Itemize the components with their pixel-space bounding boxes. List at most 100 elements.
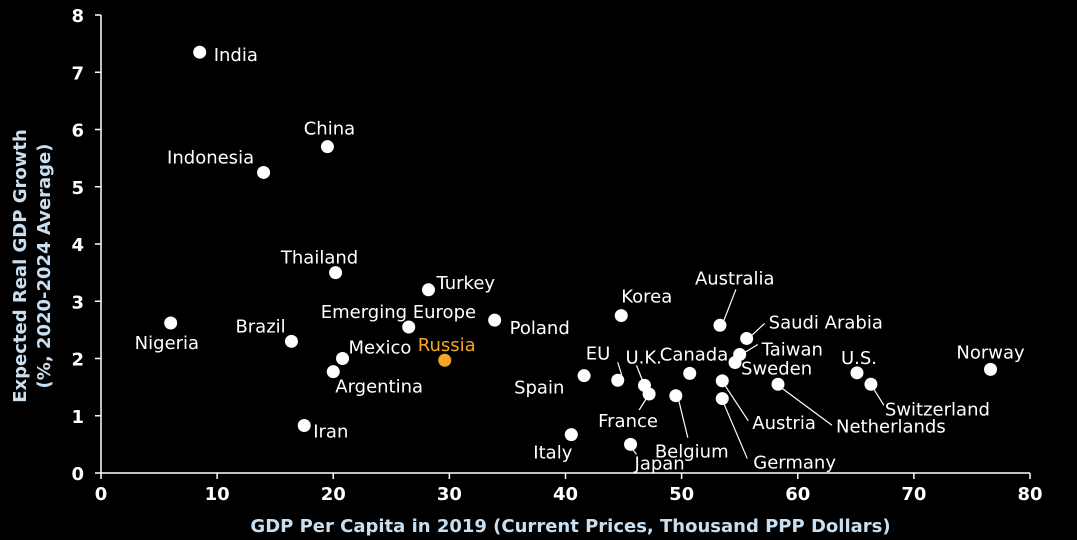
point-thailand — [329, 266, 343, 280]
point-brazil — [284, 334, 298, 348]
point-turkey — [421, 283, 435, 297]
y-axis-title: Expected Real GDP Growth (%, 2020-2024 Av… — [10, 129, 55, 403]
x-tick-label: 50 — [669, 484, 694, 505]
x-tick-label: 40 — [553, 484, 578, 505]
point-australia — [713, 318, 727, 332]
x-tick-label: 70 — [901, 484, 926, 505]
y-tick-label: 6 — [71, 121, 84, 142]
label-u-k: U.K. — [625, 347, 661, 368]
point-russia — [438, 353, 452, 367]
point-india — [193, 45, 207, 59]
leader-line-taiwan — [744, 343, 759, 354]
leader-line-eu — [617, 362, 623, 376]
axes: 0 10 20 30 40 50 60 70 80 0 1 2 3 4 5 6 7 8 — [71, 6, 1042, 505]
label-nigeria: Nigeria — [135, 333, 199, 354]
leader-line-u-k — [635, 365, 644, 381]
label-saudi-arabia: Saudi Arabia — [769, 312, 883, 333]
point-nigeria — [164, 316, 178, 330]
point-france — [642, 387, 656, 401]
point-china — [320, 140, 334, 154]
label-turkey: Turkey — [435, 273, 495, 294]
x-tick-label: 10 — [205, 484, 230, 505]
y-tick-label: 7 — [71, 63, 84, 84]
point-norway — [984, 362, 998, 376]
point-spain — [577, 369, 591, 383]
point-italy — [564, 428, 578, 442]
x-tick-label: 60 — [785, 484, 810, 505]
point-germany — [715, 392, 729, 406]
label-italy: Italy — [533, 443, 572, 464]
y-tick-label: 2 — [71, 350, 84, 371]
y-tick-label: 5 — [71, 178, 84, 199]
x-tick-label: 0 — [95, 484, 108, 505]
point-labels: India China Indonesia Thailand Turkey Emergin… — [135, 45, 1025, 474]
y-axis-title-line: Expected Real GDP Growth — [10, 129, 31, 403]
y-axis-title-line: (%, 2020-2024 Average) — [34, 144, 55, 389]
label-australia: Australia — [695, 268, 775, 289]
x-tick-label: 20 — [321, 484, 346, 505]
point-eu — [611, 373, 625, 387]
label-canada: Canada — [660, 344, 729, 365]
label-switzerland: Switzerland — [885, 399, 990, 420]
label-germany: Germany — [753, 453, 836, 474]
point-netherlands — [771, 377, 785, 391]
label-spain: Spain — [514, 378, 564, 399]
label-japan: Japan — [634, 453, 685, 474]
y-tick-label: 0 — [71, 464, 84, 485]
point-sweden — [728, 356, 742, 370]
x-tick-label: 80 — [1017, 484, 1042, 505]
label-belgium: Belgium — [655, 442, 729, 463]
point-switzerland — [864, 377, 878, 391]
label-poland: Poland — [510, 318, 570, 339]
point-korea — [614, 309, 628, 323]
label-austria: Austria — [752, 413, 816, 434]
label-france: France — [598, 411, 658, 432]
point-canada — [683, 366, 697, 380]
label-thailand: Thailand — [280, 248, 358, 269]
y-tick-label: 3 — [71, 292, 84, 313]
point-indonesia — [257, 165, 271, 179]
label-korea: Korea — [621, 287, 672, 308]
label-argentina: Argentina — [335, 377, 423, 398]
label-mexico: Mexico — [349, 338, 412, 359]
point-belgium — [669, 389, 683, 403]
label-indonesia: Indonesia — [167, 147, 254, 168]
label-norway: Norway — [956, 342, 1025, 363]
label-taiwan: Taiwan — [761, 339, 823, 360]
y-tick-label: 8 — [71, 6, 84, 27]
point-japan — [624, 437, 638, 451]
label-brazil: Brazil — [235, 316, 285, 337]
point-mexico — [336, 352, 350, 365]
label-sweden: Sweden — [741, 359, 812, 380]
leader-line-saudi-arabia — [751, 323, 766, 336]
label-eu: EU — [586, 343, 611, 364]
point-argentina — [326, 365, 340, 379]
point-u-s — [850, 366, 864, 380]
label-china: China — [304, 119, 355, 140]
leader-line-france — [638, 398, 647, 411]
label-iran: Iran — [313, 421, 348, 442]
leader-line-belgium — [678, 400, 689, 438]
data-points — [164, 45, 998, 451]
label-u-s: U.S. — [841, 348, 877, 369]
x-tick-label: 30 — [437, 484, 462, 505]
leader-line-austria — [724, 385, 749, 422]
label-netherlands: Netherlands — [836, 416, 946, 437]
label-india: India — [214, 45, 258, 66]
label-emerging-europe: Emerging Europe — [321, 302, 476, 323]
leader-line-netherlands — [781, 387, 833, 426]
x-axis-title: GDP Per Capita in 2019 (Current Prices, … — [250, 516, 890, 537]
leader-line-australia — [723, 289, 737, 321]
leader-line-germany — [723, 404, 748, 459]
leader-line-switzerland — [873, 388, 885, 406]
point-saudi-arabia — [740, 331, 754, 345]
label-russia: Russia — [418, 335, 476, 356]
y-tick-label: 4 — [71, 235, 84, 256]
point-iran — [297, 418, 311, 432]
y-tick-label: 1 — [71, 407, 84, 428]
leader-lines — [617, 289, 885, 459]
point-emerging-europe — [402, 320, 416, 334]
point-poland — [488, 313, 502, 327]
point-austria — [715, 374, 729, 388]
